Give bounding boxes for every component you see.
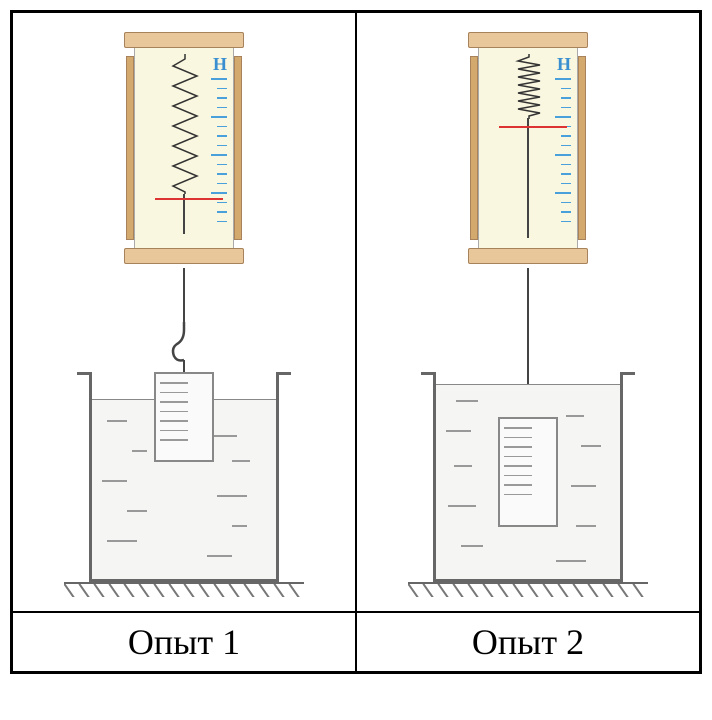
dyn-body: Н xyxy=(478,48,578,248)
dyn-bottom-bar xyxy=(468,248,588,264)
dyn-spring xyxy=(169,54,201,199)
dyn-pointer xyxy=(499,126,567,128)
hook-icon xyxy=(169,322,199,352)
dyn-bottom-bar xyxy=(124,248,244,264)
dyn-pointer xyxy=(155,198,223,200)
dyn-left-rod xyxy=(126,56,134,240)
dyn-unit-label: Н xyxy=(213,54,227,75)
dyn-spring xyxy=(513,54,545,124)
experiment-1-label: Опыт 1 xyxy=(128,621,240,663)
ground-surface xyxy=(64,582,304,597)
hanging-string xyxy=(183,268,185,323)
dyn-unit-label: Н xyxy=(557,54,571,75)
experiment-2-diagram: Н xyxy=(368,22,688,602)
dyn-right-rod xyxy=(234,56,242,240)
experiment-2-cell: Н xyxy=(356,12,700,612)
experiment-1-diagram: Н xyxy=(24,22,344,602)
dyn-rod xyxy=(183,194,185,234)
dyn-rod xyxy=(527,118,529,238)
dyn-right-rod xyxy=(578,56,586,240)
experiment-1-cell: Н xyxy=(12,12,356,612)
weight-cylinder-2 xyxy=(498,417,558,527)
dyn-left-rod xyxy=(470,56,478,240)
dyn-scale xyxy=(555,78,571,230)
dynamometer-1: Н xyxy=(124,32,244,264)
dynamometer-2: Н xyxy=(468,32,588,264)
ground-surface xyxy=(408,582,648,597)
label-1-cell: Опыт 1 xyxy=(12,612,356,672)
dyn-scale xyxy=(211,78,227,230)
experiment-2-label: Опыт 2 xyxy=(472,621,584,663)
weight-cylinder-1 xyxy=(154,372,214,462)
dyn-top-bar xyxy=(468,32,588,48)
label-2-cell: Опыт 2 xyxy=(356,612,700,672)
dyn-top-bar xyxy=(124,32,244,48)
dyn-body: Н xyxy=(134,48,234,248)
experiment-table: Н xyxy=(10,10,702,674)
